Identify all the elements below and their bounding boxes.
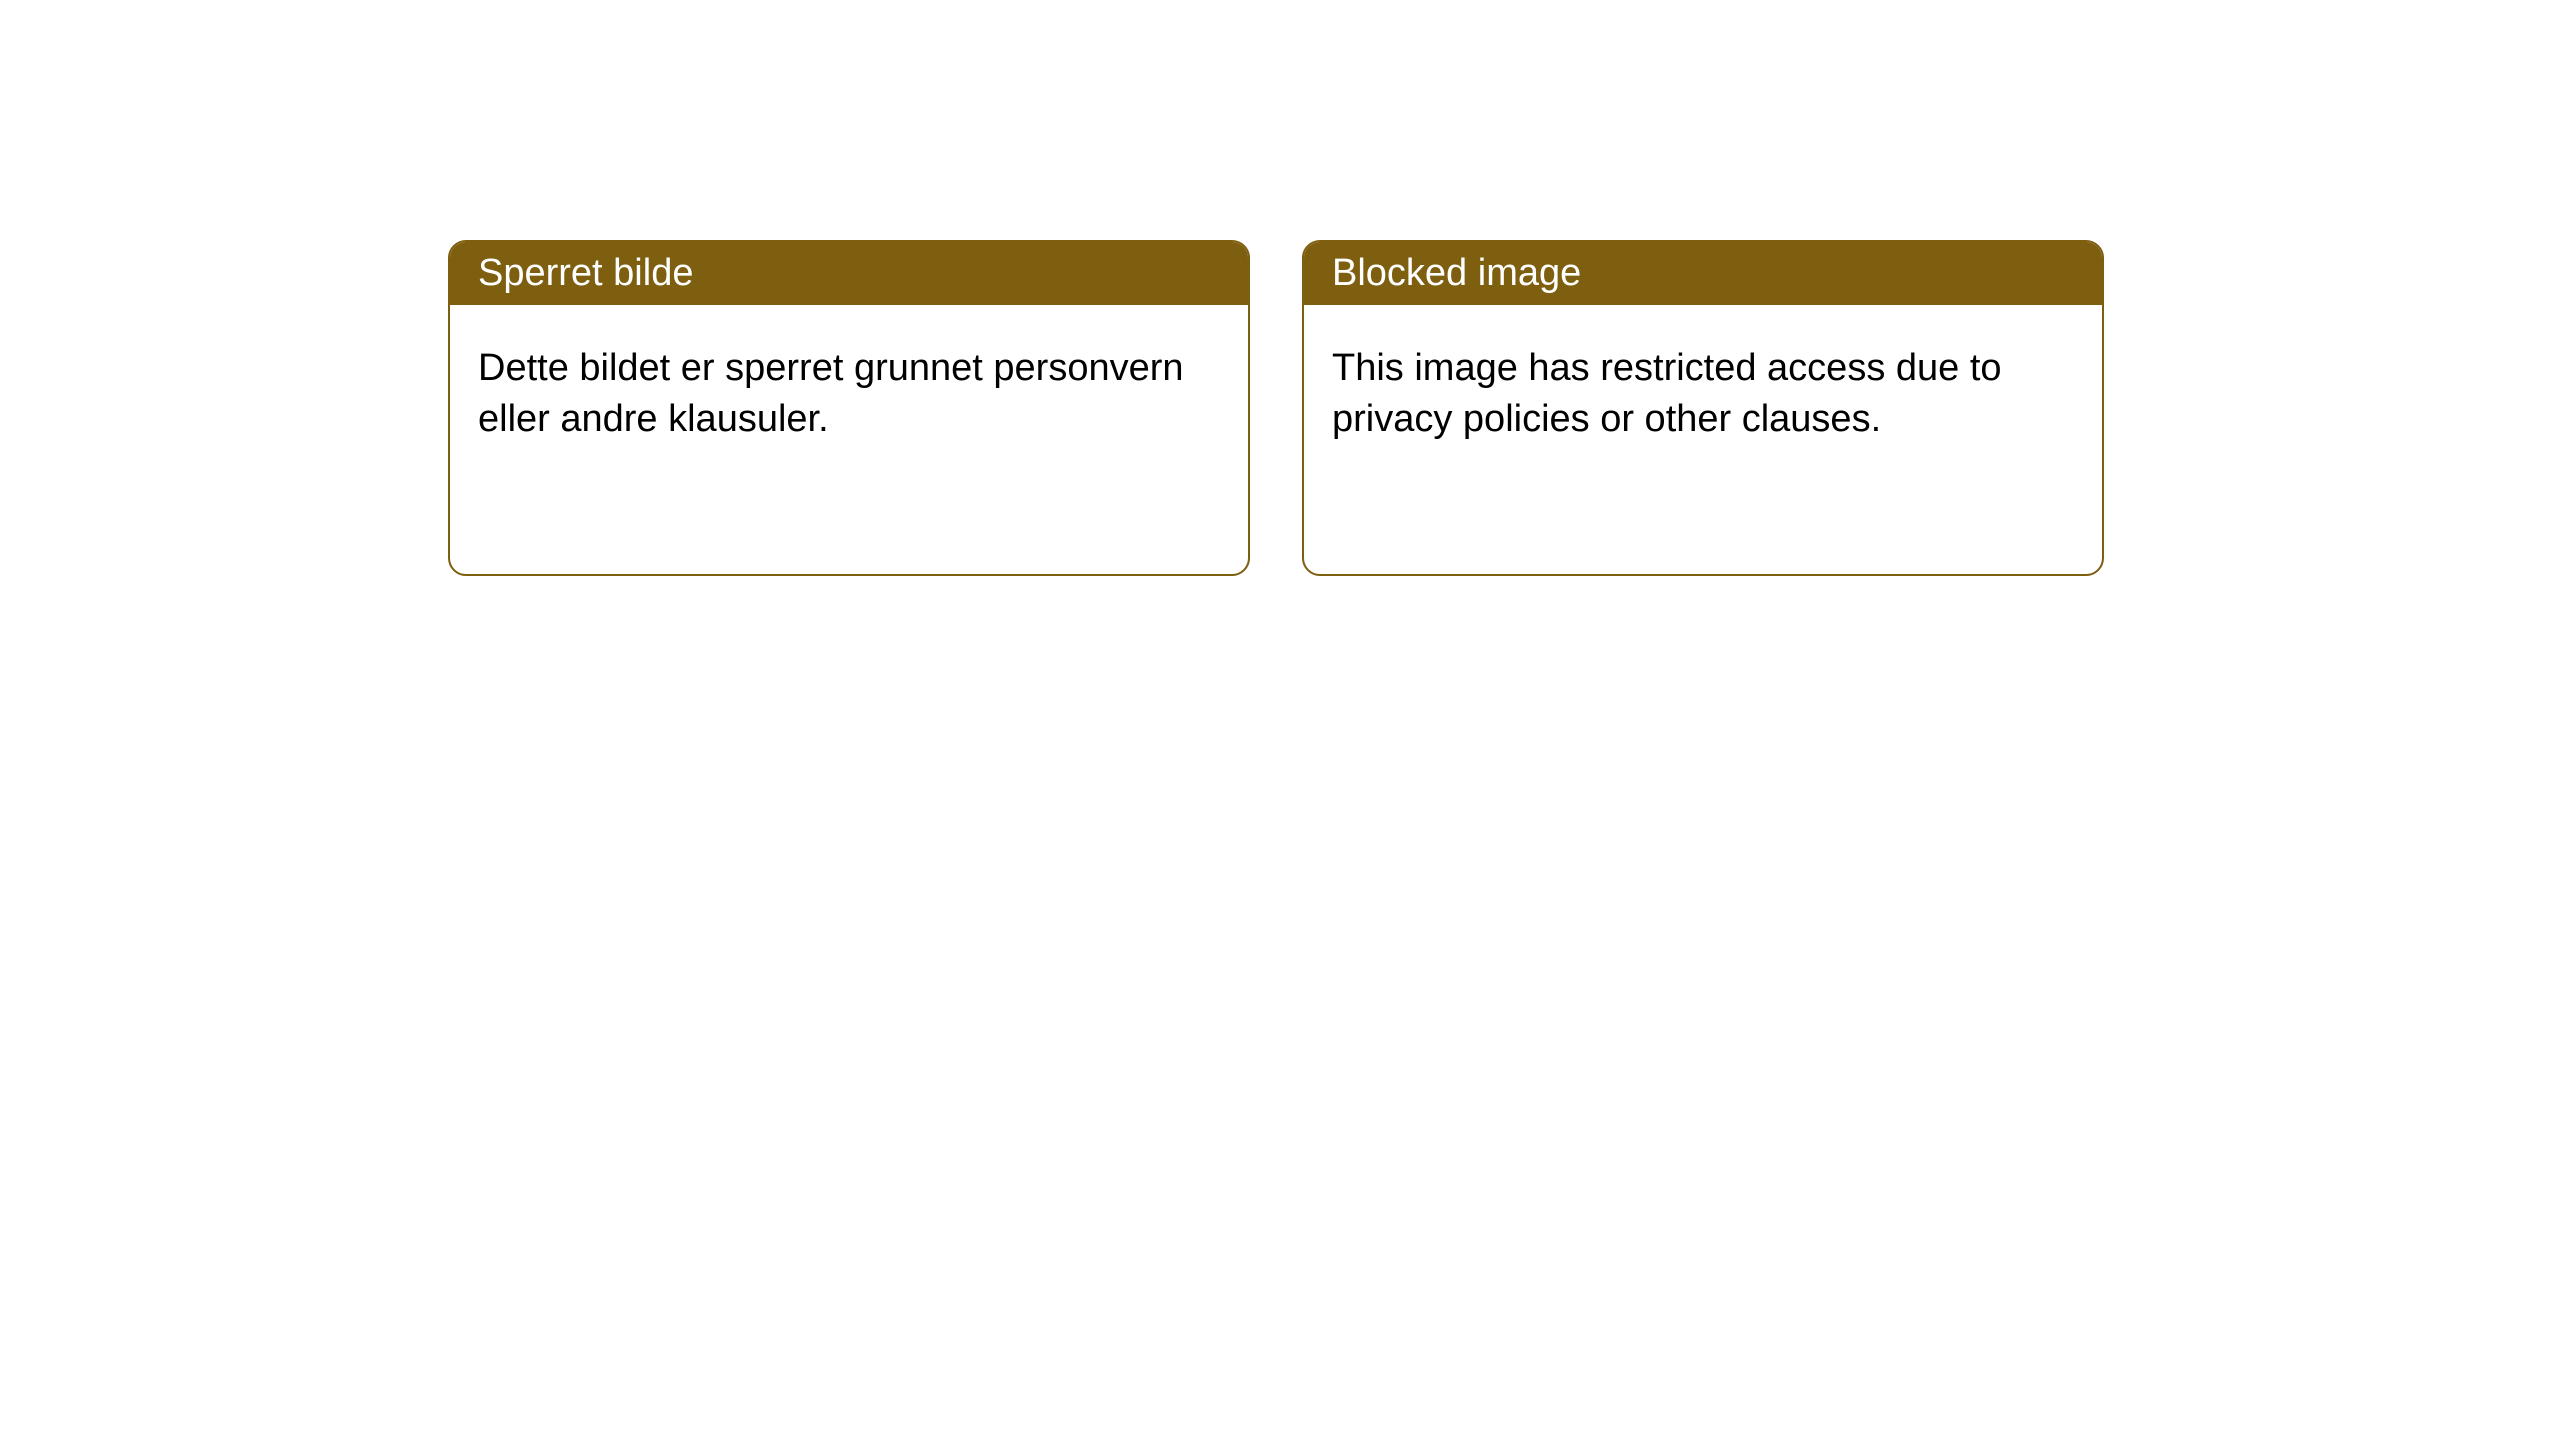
notice-card-no: Sperret bilde Dette bildet er sperret gr… xyxy=(448,240,1250,576)
notice-card-en-body: This image has restricted access due to … xyxy=(1304,305,2102,484)
notice-card-en-title: Blocked image xyxy=(1304,242,2102,305)
notice-card-no-title: Sperret bilde xyxy=(450,242,1248,305)
notice-card-no-body: Dette bildet er sperret grunnet personve… xyxy=(450,305,1248,484)
notice-cards-container: Sperret bilde Dette bildet er sperret gr… xyxy=(0,0,2560,576)
notice-card-en: Blocked image This image has restricted … xyxy=(1302,240,2104,576)
